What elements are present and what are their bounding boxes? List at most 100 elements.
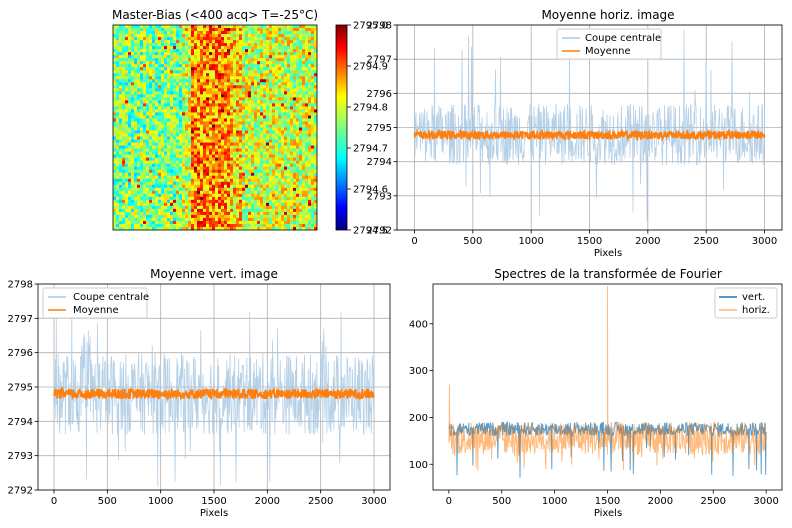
heatmap-cell xyxy=(152,70,156,74)
heatmap-cell xyxy=(278,109,282,113)
heatmap-cell xyxy=(218,148,222,152)
heatmap-cell xyxy=(251,103,255,107)
heatmap-cell xyxy=(239,37,243,41)
heatmap-cell xyxy=(251,79,255,83)
heatmap-cell xyxy=(266,202,270,207)
heatmap-cell xyxy=(257,34,261,38)
heatmap-cell xyxy=(185,151,189,155)
heatmap-cell xyxy=(260,76,264,80)
heatmap-cell xyxy=(287,169,291,174)
heatmap-cell xyxy=(302,52,306,56)
heatmap-cell xyxy=(266,208,270,213)
heatmap-cell xyxy=(314,142,318,146)
heatmap-cell xyxy=(140,40,144,44)
heatmap-cell xyxy=(128,70,132,74)
heatmap-cell xyxy=(206,187,210,192)
heatmap-cell xyxy=(233,217,237,222)
heatmap-cell xyxy=(146,115,150,119)
heatmap-cell xyxy=(293,37,297,41)
heatmap-cell xyxy=(215,175,219,180)
heatmap-cell xyxy=(254,148,258,152)
heatmap-cell xyxy=(242,67,246,71)
heatmap-cell xyxy=(302,133,306,137)
heatmap-cell xyxy=(158,202,162,207)
heatmap-cell xyxy=(221,61,225,65)
x-tick-label: 0 xyxy=(446,496,452,507)
heatmap-cell xyxy=(248,130,252,134)
heatmap-cell xyxy=(122,76,126,80)
heatmap-cell xyxy=(305,97,309,101)
heatmap-cell xyxy=(281,40,285,44)
heatmap-cell xyxy=(224,136,228,140)
heatmap-cell xyxy=(152,88,156,92)
heatmap-cell xyxy=(284,61,288,65)
heatmap-cell xyxy=(197,55,201,59)
heatmap-cell xyxy=(197,136,201,140)
heatmap-cell xyxy=(203,148,207,152)
heatmap-cell xyxy=(203,76,207,80)
heatmap-cell xyxy=(209,40,213,44)
heatmap-cell xyxy=(173,139,177,143)
heatmap-cell xyxy=(257,49,261,53)
heatmap-cell xyxy=(245,34,249,38)
heatmap-cell xyxy=(251,178,255,183)
heatmap-cell xyxy=(281,181,285,186)
heatmap-cell xyxy=(296,217,300,222)
heatmap-cell xyxy=(278,160,282,164)
heatmap-cell xyxy=(167,28,171,32)
heatmap-cell xyxy=(212,64,216,68)
heatmap-cell xyxy=(314,184,318,189)
heatmap-cell xyxy=(218,178,222,183)
heatmap-cell xyxy=(137,121,141,125)
heatmap-cell xyxy=(290,208,294,213)
heatmap-cell xyxy=(233,133,237,137)
heatmap-cell xyxy=(125,82,129,86)
heatmap-cell xyxy=(254,70,258,74)
heatmap-cell xyxy=(296,187,300,192)
heatmap-cell xyxy=(134,196,138,201)
heatmap-cell xyxy=(179,193,183,198)
heatmap-cell xyxy=(281,217,285,222)
heatmap-cell xyxy=(119,49,123,53)
heatmap-cell xyxy=(245,67,249,71)
heatmap-cell xyxy=(113,55,117,59)
heatmap-cell xyxy=(140,193,144,198)
heatmap-cell xyxy=(305,109,309,113)
heatmap-cell xyxy=(311,148,315,152)
heatmap-cell xyxy=(257,160,261,164)
heatmap-cell xyxy=(215,148,219,152)
heatmap-cell xyxy=(305,211,309,216)
heatmap-cell xyxy=(239,85,243,89)
heatmap-cell xyxy=(125,193,129,198)
heatmap-cell xyxy=(251,124,255,128)
heatmap-cell xyxy=(230,217,234,222)
heatmap-cell xyxy=(194,148,198,152)
heatmap-cell xyxy=(128,82,132,86)
heatmap-cell xyxy=(218,175,222,180)
heatmap-cell xyxy=(278,172,282,177)
heatmap-cell xyxy=(272,94,276,98)
heatmap-cell xyxy=(218,31,222,35)
heatmap-cell xyxy=(137,196,141,201)
heatmap-cell xyxy=(284,220,288,225)
heatmap-cell xyxy=(233,91,237,95)
heatmap-cell xyxy=(263,127,267,131)
heatmap-cell xyxy=(284,217,288,222)
y-tick-label: 2798 xyxy=(367,21,392,32)
heatmap-cell xyxy=(113,154,117,158)
heatmap-cell xyxy=(179,61,183,65)
heatmap-cell xyxy=(179,163,183,167)
heatmap-cell xyxy=(194,211,198,216)
heatmap-cell xyxy=(164,163,168,167)
heatmap-cell xyxy=(287,178,291,183)
heatmap-cell xyxy=(119,43,123,47)
heatmap-cell xyxy=(260,193,264,198)
heatmap-cell xyxy=(128,127,132,131)
heatmap-cell xyxy=(200,79,204,83)
heatmap-cell xyxy=(221,55,225,59)
heatmap-cell xyxy=(221,88,225,92)
heatmap-cell xyxy=(152,145,156,149)
heatmap-cell xyxy=(149,106,153,110)
heatmap-cell xyxy=(206,217,210,222)
